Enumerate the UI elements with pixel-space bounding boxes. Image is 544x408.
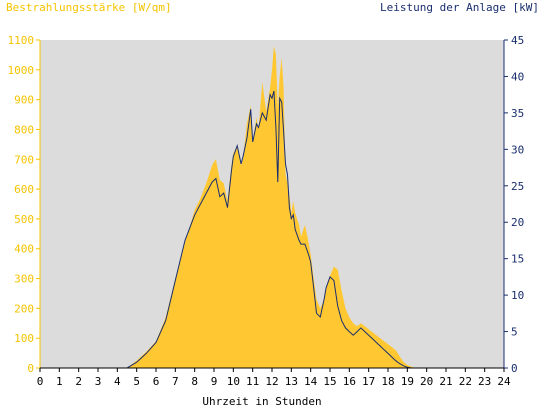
power-line <box>40 90 504 369</box>
left-tick-label: 400 <box>14 243 34 256</box>
left-tick-label: 500 <box>14 213 34 226</box>
x-tick-label: 7 <box>172 375 179 388</box>
x-tick-label: 24 <box>497 375 511 388</box>
x-axis-title: Uhrzeit in Stunden <box>202 395 321 408</box>
irradiance-area <box>40 46 504 368</box>
left-tick-label: 0 <box>27 362 34 375</box>
right-tick-label: 30 <box>511 143 524 156</box>
x-tick-label: 11 <box>246 375 259 388</box>
x-tick-label: 0 <box>37 375 44 388</box>
x-tick-label: 21 <box>439 375 452 388</box>
right-tick-label: 25 <box>511 180 524 193</box>
x-tick-label: 2 <box>75 375 82 388</box>
left-axis: 0 100 200 300 400 500 600 700 800 900 1000 1100 <box>8 34 41 375</box>
x-tick-label: 16 <box>343 375 356 388</box>
left-axis-title: Bestrahlungsstärke [W/qm] <box>6 1 172 14</box>
x-tick-label: 13 <box>285 375 298 388</box>
x-tick-label: 5 <box>133 375 140 388</box>
left-tick-label: 200 <box>14 302 34 315</box>
left-tick-label: 900 <box>14 94 34 107</box>
left-tick-label: 700 <box>14 153 34 166</box>
right-tick-label: 10 <box>511 289 524 302</box>
right-tick-label: 20 <box>511 216 524 229</box>
x-tick-label: 23 <box>478 375 491 388</box>
left-tick-label: 800 <box>14 123 34 136</box>
right-tick-label: 35 <box>511 107 524 120</box>
left-tick-label: 300 <box>14 273 34 286</box>
right-tick-label: 40 <box>511 70 524 83</box>
left-tick-label: 100 <box>14 332 34 345</box>
x-tick-label: 19 <box>401 375 414 388</box>
x-tick-label: 12 <box>265 375 278 388</box>
x-tick-label: 9 <box>211 375 218 388</box>
x-tick-label: 15 <box>323 375 336 388</box>
x-tick-label: 10 <box>227 375 240 388</box>
left-tick-label: 600 <box>14 183 34 196</box>
right-tick-label: 15 <box>511 253 524 266</box>
x-tick-label: 18 <box>381 375 394 388</box>
x-axis: 0 1 2 3 4 5 6 7 8 9 10 11 12 13 14 15 16 17 18 19 20 21 22 23 24 <box>37 367 511 388</box>
x-tick-label: 1 <box>56 375 63 388</box>
x-tick-label: 8 <box>191 375 198 388</box>
right-tick-label: 45 <box>511 34 524 47</box>
x-tick-label: 4 <box>114 375 121 388</box>
x-tick-label: 3 <box>95 375 102 388</box>
right-tick-label: 0 <box>511 362 518 375</box>
right-tick-label: 5 <box>511 326 518 339</box>
right-axis-title: Leistung der Anlage [kW] <box>380 1 539 14</box>
left-tick-label: 1000 <box>8 64 35 77</box>
left-tick-label: 1100 <box>8 34 35 47</box>
x-tick-label: 6 <box>153 375 160 388</box>
x-tick-label: 14 <box>304 375 318 388</box>
x-tick-label: 17 <box>362 375 375 388</box>
x-tick-label: 20 <box>420 375 433 388</box>
x-tick-label: 22 <box>459 375 472 388</box>
right-axis: 0 5 10 15 20 25 30 35 40 45 <box>503 34 524 375</box>
